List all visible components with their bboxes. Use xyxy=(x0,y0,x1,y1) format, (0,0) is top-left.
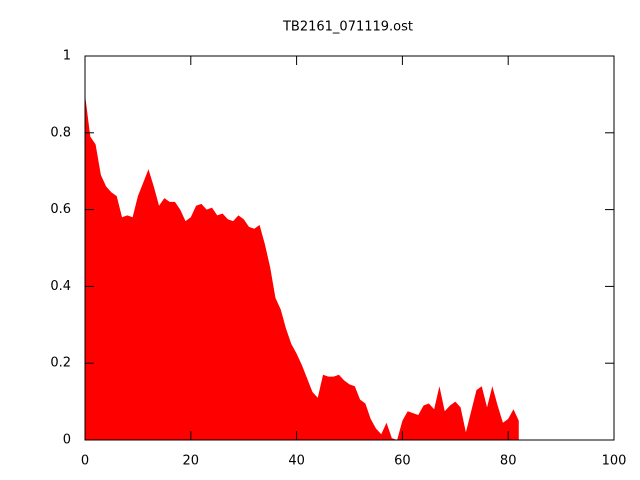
y-tick-label: 0.4 xyxy=(50,279,71,294)
x-tick-label: 80 xyxy=(500,454,517,469)
y-tick-label: 0.6 xyxy=(50,202,71,217)
x-tick-label: 100 xyxy=(602,454,627,469)
x-tick-label: 40 xyxy=(288,454,305,469)
area xyxy=(85,94,519,441)
y-tick-label: 0.8 xyxy=(50,125,71,140)
x-tick-label: 0 xyxy=(81,454,89,469)
x-tick-label: 60 xyxy=(394,454,411,469)
y-tick-label: 1 xyxy=(63,49,71,64)
chart-title: TB2161_071119.ost xyxy=(282,20,413,35)
plot-border xyxy=(84,55,615,441)
y-tick-label: 0 xyxy=(63,433,71,448)
x-tick-label: 20 xyxy=(183,454,200,469)
y-tick-label: 0.2 xyxy=(50,356,71,371)
